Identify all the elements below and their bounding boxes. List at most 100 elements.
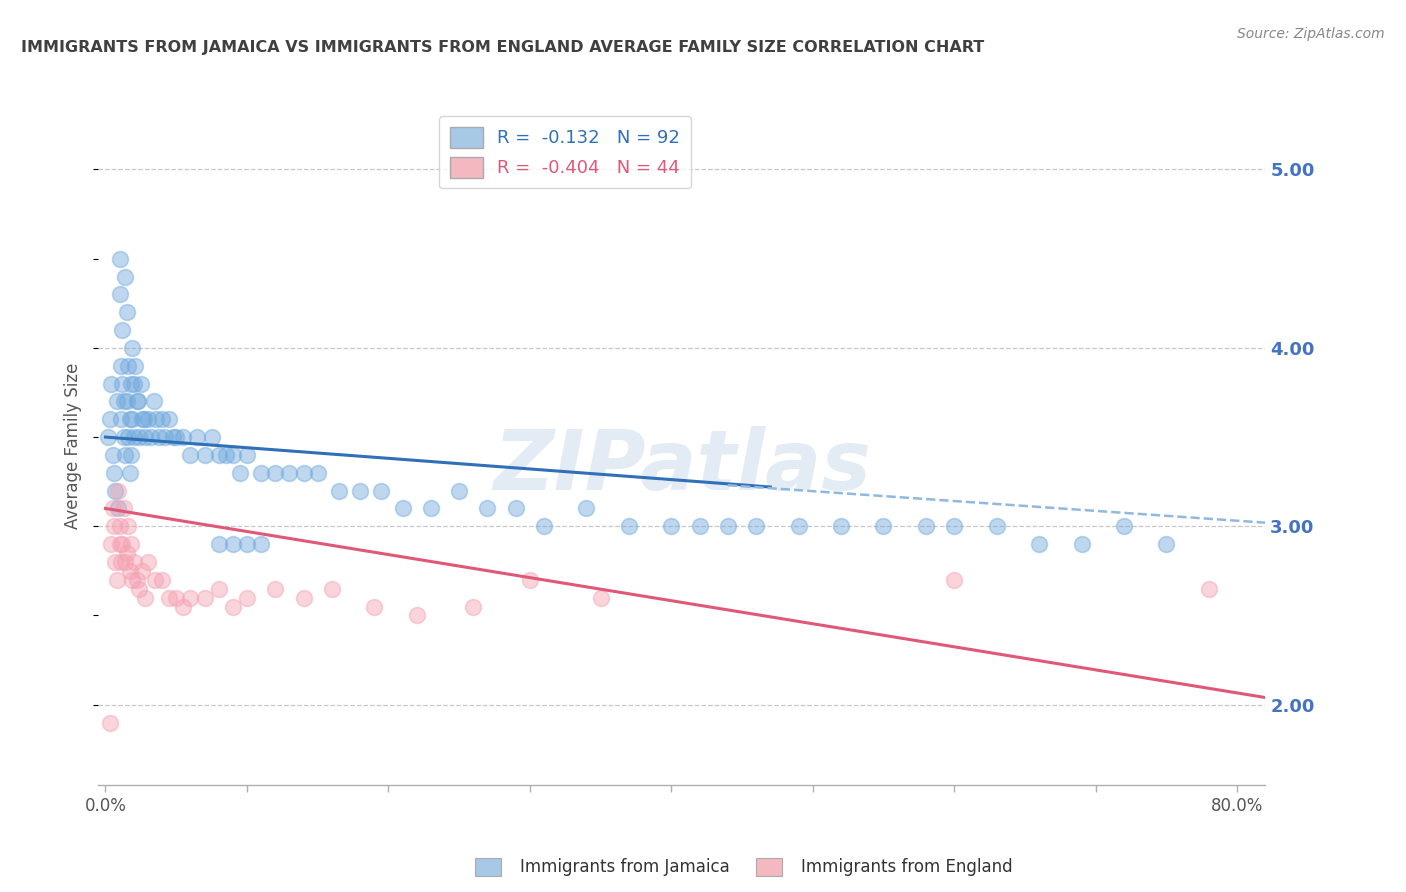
Point <box>200 430 222 444</box>
Point <box>193 448 215 462</box>
Point <box>745 519 768 533</box>
Point <box>179 591 201 605</box>
Point <box>787 519 810 533</box>
Point <box>328 483 350 498</box>
Point <box>915 519 938 533</box>
Point <box>193 591 215 605</box>
Point <box>108 519 131 533</box>
Point <box>1112 519 1135 533</box>
Point <box>830 519 852 533</box>
Point <box>110 412 132 426</box>
Point <box>1198 582 1220 596</box>
Point <box>121 412 143 426</box>
Point <box>179 448 201 462</box>
Point <box>321 582 343 596</box>
Point <box>264 582 287 596</box>
Point <box>222 537 245 551</box>
Point <box>97 430 120 444</box>
Point <box>107 483 129 498</box>
Point <box>100 376 122 391</box>
Point <box>122 376 145 391</box>
Text: ZIPatlas: ZIPatlas <box>494 425 870 507</box>
Point <box>172 599 194 614</box>
Y-axis label: Average Family Size: Average Family Size <box>65 363 83 529</box>
Point <box>134 430 156 444</box>
Point <box>145 412 167 426</box>
Point <box>118 564 141 578</box>
Point <box>157 591 180 605</box>
Point <box>208 537 231 551</box>
Point <box>112 394 135 409</box>
Point <box>617 519 640 533</box>
Point <box>463 599 485 614</box>
Point <box>124 359 146 373</box>
Point <box>105 573 128 587</box>
Point <box>236 537 259 551</box>
Point <box>117 430 139 444</box>
Point <box>519 573 541 587</box>
Point <box>112 501 135 516</box>
Point <box>121 341 143 355</box>
Point <box>236 591 259 605</box>
Point <box>103 519 125 533</box>
Point <box>1156 537 1178 551</box>
Point <box>250 537 273 551</box>
Point <box>222 448 245 462</box>
Point <box>143 573 166 587</box>
Point <box>98 715 121 730</box>
Point <box>115 305 138 319</box>
Point <box>449 483 471 498</box>
Point <box>101 501 124 516</box>
Point <box>129 376 152 391</box>
Point <box>229 466 252 480</box>
Point <box>292 591 315 605</box>
Point <box>278 466 301 480</box>
Point <box>292 466 315 480</box>
Point <box>132 412 155 426</box>
Point <box>121 573 143 587</box>
Point <box>264 466 287 480</box>
Legend: R =  -0.132   N = 92, R =  -0.404   N = 44: R = -0.132 N = 92, R = -0.404 N = 44 <box>440 116 690 188</box>
Point <box>120 376 142 391</box>
Point <box>148 430 170 444</box>
Point <box>363 599 385 614</box>
Point <box>127 394 149 409</box>
Point <box>165 591 187 605</box>
Point <box>111 323 134 337</box>
Point <box>105 394 128 409</box>
Point <box>131 564 153 578</box>
Point <box>111 376 134 391</box>
Point <box>165 430 187 444</box>
Point <box>477 501 499 516</box>
Point <box>391 501 413 516</box>
Point <box>118 466 141 480</box>
Point <box>139 430 162 444</box>
Point <box>114 269 136 284</box>
Point <box>125 394 148 409</box>
Point <box>120 448 142 462</box>
Point <box>107 501 129 516</box>
Text: Immigrants from England: Immigrants from England <box>780 858 1012 876</box>
Point <box>110 359 132 373</box>
Text: Immigrants from Jamaica: Immigrants from Jamaica <box>499 858 730 876</box>
Point <box>307 466 329 480</box>
Point <box>118 412 141 426</box>
Point <box>349 483 371 498</box>
Point <box>162 430 184 444</box>
Point <box>128 430 150 444</box>
Point <box>98 412 121 426</box>
Point <box>172 430 194 444</box>
Point <box>575 501 598 516</box>
Point <box>1070 537 1092 551</box>
Point <box>589 591 612 605</box>
Point <box>1028 537 1050 551</box>
Point <box>136 555 159 569</box>
Point <box>111 537 134 551</box>
Point <box>117 359 139 373</box>
Point <box>150 573 173 587</box>
Point <box>943 519 966 533</box>
Point <box>208 448 231 462</box>
Point <box>104 555 127 569</box>
Point <box>419 501 441 516</box>
Point <box>110 555 132 569</box>
